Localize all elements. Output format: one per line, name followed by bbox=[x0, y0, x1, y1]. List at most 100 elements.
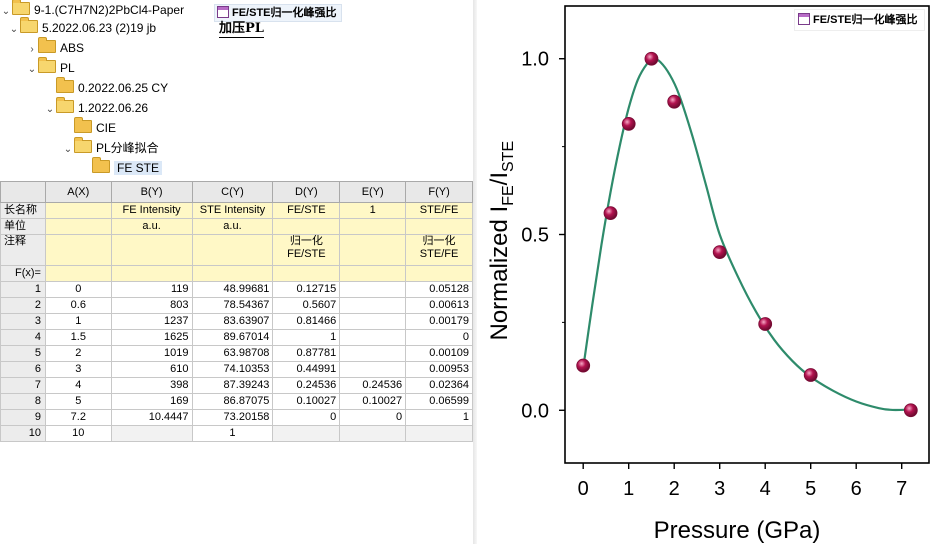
table-cell[interactable]: 73.20158 bbox=[191, 409, 274, 426]
table-cell[interactable] bbox=[339, 425, 407, 442]
graph-window-tab[interactable]: 加压PL bbox=[219, 21, 264, 38]
table-cell[interactable]: 1 bbox=[191, 425, 274, 442]
table-cell[interactable]: 89.67014 bbox=[191, 329, 274, 346]
column-header[interactable]: F(Y) bbox=[405, 181, 473, 203]
meta-cell[interactable]: 1 bbox=[339, 202, 407, 219]
table-cell[interactable]: 1 bbox=[405, 409, 473, 426]
row-number[interactable]: 10 bbox=[0, 425, 46, 442]
row-number[interactable]: 9 bbox=[0, 409, 46, 426]
chevron-down-icon[interactable]: ⌄ bbox=[9, 24, 19, 35]
table-cell[interactable]: 610 bbox=[110, 361, 193, 378]
chevron-down-icon[interactable]: ⌄ bbox=[27, 64, 37, 75]
meta-cell[interactable] bbox=[405, 265, 473, 282]
table-cell[interactable]: 0.00109 bbox=[405, 345, 473, 362]
meta-cell[interactable]: a.u. bbox=[191, 218, 274, 235]
table-cell[interactable] bbox=[110, 425, 193, 442]
row-number[interactable]: 7 bbox=[0, 377, 46, 394]
chevron-right-icon[interactable]: › bbox=[30, 44, 34, 55]
table-cell[interactable] bbox=[405, 425, 473, 442]
table-cell[interactable]: 1.5 bbox=[44, 329, 112, 346]
table-cell[interactable]: 7.2 bbox=[44, 409, 112, 426]
meta-cell[interactable]: STE Intensity bbox=[191, 202, 274, 219]
table-cell[interactable]: 1 bbox=[272, 329, 341, 346]
table-cell[interactable]: 87.39243 bbox=[191, 377, 274, 394]
chevron-down-icon[interactable]: ⌄ bbox=[63, 144, 73, 155]
meta-cell[interactable] bbox=[339, 234, 407, 266]
table-cell[interactable]: 86.87075 bbox=[191, 393, 274, 410]
table-cell[interactable]: 169 bbox=[110, 393, 193, 410]
table-cell[interactable]: 0.02364 bbox=[405, 377, 473, 394]
table-cell[interactable]: 0.10027 bbox=[339, 393, 407, 410]
corner-cell[interactable] bbox=[0, 181, 46, 203]
table-cell[interactable]: 0.00613 bbox=[405, 297, 473, 314]
table-cell[interactable] bbox=[339, 297, 407, 314]
meta-cell[interactable] bbox=[110, 265, 193, 282]
table-cell[interactable]: 74.10353 bbox=[191, 361, 274, 378]
meta-cell[interactable] bbox=[272, 265, 341, 282]
meta-cell[interactable] bbox=[110, 234, 193, 266]
table-cell[interactable] bbox=[339, 313, 407, 330]
table-cell[interactable] bbox=[272, 425, 341, 442]
table-cell[interactable]: 1237 bbox=[110, 313, 193, 330]
meta-cell[interactable] bbox=[44, 218, 112, 235]
table-cell[interactable] bbox=[339, 345, 407, 362]
table-cell[interactable]: 119 bbox=[110, 281, 193, 298]
table-cell[interactable]: 0.44991 bbox=[272, 361, 341, 378]
table-cell[interactable]: 0.06599 bbox=[405, 393, 473, 410]
table-cell[interactable]: 10 bbox=[44, 425, 112, 442]
row-number[interactable]: 3 bbox=[0, 313, 46, 330]
table-cell[interactable]: 48.99681 bbox=[191, 281, 274, 298]
table-cell[interactable]: 0.12715 bbox=[272, 281, 341, 298]
table-cell[interactable]: 0.6 bbox=[44, 297, 112, 314]
table-cell[interactable]: 0.87781 bbox=[272, 345, 341, 362]
table-cell[interactable]: 0 bbox=[405, 329, 473, 346]
tree-item[interactable]: ⌄ 9-1.(C7H7N2)2PbCl4-Paper bbox=[0, 0, 184, 20]
table-cell[interactable]: 83.63907 bbox=[191, 313, 274, 330]
meta-cell[interactable] bbox=[44, 202, 112, 219]
meta-cell[interactable] bbox=[405, 218, 473, 235]
row-number[interactable]: 4 bbox=[0, 329, 46, 346]
row-number[interactable]: 8 bbox=[0, 393, 46, 410]
tree-item[interactable]: CIE bbox=[62, 117, 116, 138]
table-cell[interactable]: 1625 bbox=[110, 329, 193, 346]
table-cell[interactable]: 2 bbox=[44, 345, 112, 362]
table-cell[interactable]: 0 bbox=[339, 409, 407, 426]
table-cell[interactable]: 1 bbox=[44, 313, 112, 330]
workbook-window-tab[interactable]: FE/STE归一化峰强比 bbox=[214, 4, 342, 22]
table-cell[interactable]: 0.00953 bbox=[405, 361, 473, 378]
meta-cell[interactable]: 归一化STE/FE bbox=[405, 234, 473, 266]
table-cell[interactable]: 3 bbox=[44, 361, 112, 378]
meta-cell[interactable]: a.u. bbox=[110, 218, 193, 235]
table-cell[interactable]: 0 bbox=[44, 281, 112, 298]
chevron-down-icon[interactable]: ⌄ bbox=[1, 6, 11, 17]
row-number[interactable]: 2 bbox=[0, 297, 46, 314]
worksheet[interactable]: A(X) B(Y) C(Y) D(Y) E(Y) F(Y) 长名称 FE Intensity S… bbox=[0, 181, 473, 452]
table-cell[interactable]: 0.81466 bbox=[272, 313, 341, 330]
tree-item[interactable]: ⌄ 5.2022.06.23 (2)19 jb bbox=[8, 17, 156, 38]
tree-item[interactable]: 0.2022.06.25 CY bbox=[44, 77, 168, 98]
meta-cell[interactable] bbox=[272, 218, 341, 235]
table-cell[interactable]: 5 bbox=[44, 393, 112, 410]
table-cell[interactable]: 4 bbox=[44, 377, 112, 394]
table-cell[interactable]: 0.24536 bbox=[272, 377, 341, 394]
table-cell[interactable]: 803 bbox=[110, 297, 193, 314]
meta-cell[interactable] bbox=[339, 265, 407, 282]
meta-cell[interactable]: FE Intensity bbox=[110, 202, 193, 219]
meta-cell[interactable] bbox=[339, 218, 407, 235]
table-cell[interactable]: 0.00179 bbox=[405, 313, 473, 330]
row-number[interactable]: 5 bbox=[0, 345, 46, 362]
tree-item[interactable]: ⌄ PL分峰拟合 bbox=[62, 137, 159, 158]
tree-item[interactable]: ⌄ PL bbox=[26, 57, 75, 78]
table-cell[interactable]: 10.4447 bbox=[110, 409, 193, 426]
meta-cell[interactable] bbox=[44, 265, 112, 282]
table-cell[interactable]: 0.05128 bbox=[405, 281, 473, 298]
column-header[interactable]: C(Y) bbox=[191, 181, 274, 203]
meta-cell[interactable] bbox=[44, 234, 112, 266]
table-cell[interactable] bbox=[339, 281, 407, 298]
meta-cell[interactable]: FE/STE bbox=[272, 202, 341, 219]
table-cell[interactable]: 398 bbox=[110, 377, 193, 394]
column-header[interactable]: E(Y) bbox=[339, 181, 407, 203]
table-cell[interactable]: 78.54367 bbox=[191, 297, 274, 314]
chevron-down-icon[interactable]: ⌄ bbox=[45, 104, 55, 115]
row-number[interactable]: 6 bbox=[0, 361, 46, 378]
